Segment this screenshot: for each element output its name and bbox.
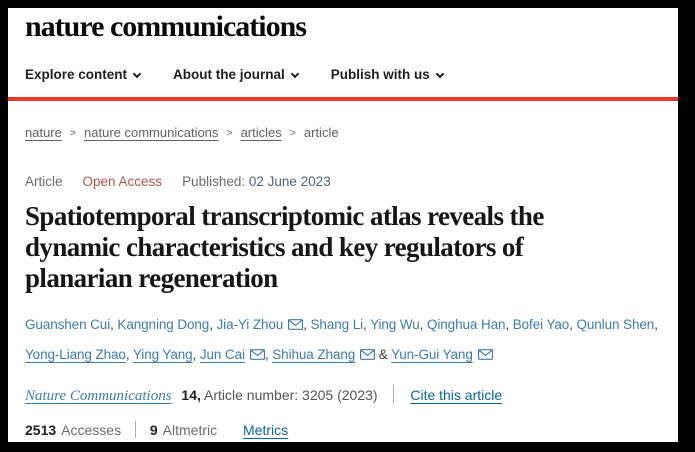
accent-divider <box>8 97 678 101</box>
divider-bar <box>393 385 395 404</box>
breadcrumb-item-nature[interactable]: nature <box>25 125 62 140</box>
open-access-label: Open Access <box>82 174 163 189</box>
breadcrumb-separator-icon: > <box>226 127 233 139</box>
author-link-kangning-dong[interactable]: Kangning Dong <box>117 317 210 332</box>
chevron-down-icon <box>132 69 142 79</box>
breadcrumb-item-article: article <box>303 125 339 140</box>
nav-item-label: Publish with us <box>330 67 430 82</box>
author-link-guanshen-cui[interactable]: Guanshen Cui <box>25 317 111 332</box>
author-separator: , <box>264 347 273 362</box>
nav-item-publish-with-us[interactable]: Publish with us <box>330 66 445 84</box>
author-line: Yong-Liang Zhao, Ying Yang, Jun Cai, Shi… <box>25 340 678 370</box>
breadcrumb-item-articles[interactable]: articles <box>240 125 282 140</box>
main-nav: Explore content About the journal Publish … <box>25 66 678 84</box>
published-label: Published: <box>182 174 246 189</box>
breadcrumb-separator-icon: > <box>69 127 77 139</box>
article-page: nature communications Explore content Abo… <box>8 8 678 442</box>
author-separator: , <box>110 317 118 332</box>
author-link-ying-wu[interactable]: Ying Wu <box>370 317 420 332</box>
altmetric-label: Altmetric <box>162 422 218 438</box>
author-link-yun-gui-yang[interactable]: Yun-Gui Yang <box>391 347 473 362</box>
envelope-icon[interactable] <box>477 349 493 360</box>
author-link-shihua-zhang[interactable]: Shihua Zhang <box>272 347 356 362</box>
article-number: Article number: 3205 (2023) <box>204 387 378 403</box>
author-link-ying-yang[interactable]: Ying Yang <box>132 347 193 362</box>
author-separator: & <box>375 347 392 362</box>
nav-item-explore-content[interactable]: Explore content <box>25 66 142 84</box>
author-link-bofei-yao[interactable]: Bofei Yao <box>512 317 570 332</box>
divider-bar <box>134 421 136 438</box>
metrics-line: 2513 Accesses 9 Altmetric Metrics <box>25 420 678 440</box>
citation-line: Nature Communications 14, Article number… <box>25 385 678 406</box>
altmetric-count: 9 <box>149 422 158 438</box>
journal-link[interactable]: Nature Communications <box>25 388 172 404</box>
author-separator: , <box>654 317 658 332</box>
author-link-jia-yi-zhou[interactable]: Jia-Yi Zhou <box>216 317 284 332</box>
cite-this-article-link[interactable]: Cite this article <box>410 387 503 403</box>
breadcrumb-separator-icon: > <box>289 127 296 139</box>
article-title-line: planarian regeneration <box>25 263 278 293</box>
author-link-shang-li[interactable]: Shang Li <box>310 317 364 332</box>
accesses-count: 2513 <box>25 422 57 438</box>
author-separator: , <box>192 347 200 362</box>
author-list: Guanshen Cui, Kangning Dong, Jia-Yi Zhou… <box>25 310 678 370</box>
author-separator: , <box>569 317 577 332</box>
author-separator: , <box>303 317 311 332</box>
chevron-down-icon <box>435 69 445 79</box>
author-separator: , <box>125 347 133 362</box>
site-header: nature communications Explore content Abo… <box>8 8 678 84</box>
author-link-jun-cai[interactable]: Jun Cai <box>199 347 245 362</box>
author-link-qinghua-han[interactable]: Qinghua Han <box>426 317 506 332</box>
author-line: Guanshen Cui, Kangning Dong, Jia-Yi Zhou… <box>25 310 678 340</box>
volume-number: 14, <box>181 387 201 403</box>
author-link-yong-liang-zhao[interactable]: Yong-Liang Zhao <box>25 347 126 362</box>
envelope-icon[interactable] <box>360 349 376 360</box>
article-title: Spatiotemporal transcriptomic atlas reve… <box>25 201 673 294</box>
metrics-link[interactable]: Metrics <box>243 422 289 438</box>
journal-logo[interactable]: nature communications <box>25 10 307 43</box>
author-separator: , <box>209 317 217 332</box>
nav-item-label: About the journal <box>173 67 285 82</box>
author-separator: , <box>419 317 427 332</box>
article-title-line: Spatiotemporal transcriptomic atlas reve… <box>25 201 544 231</box>
envelope-icon[interactable] <box>249 349 265 360</box>
author-separator: , <box>363 317 371 332</box>
nav-item-label: Explore content <box>25 67 128 82</box>
envelope-icon[interactable] <box>288 319 304 330</box>
article-title-line: dynamic characteristics and key regulato… <box>25 232 524 262</box>
chevron-down-icon <box>290 69 300 79</box>
breadcrumb-item-nature-communications[interactable]: nature communications <box>84 125 219 140</box>
nav-item-about-the-journal[interactable]: About the journal <box>173 66 300 84</box>
author-separator: , <box>505 317 513 332</box>
author-link-qunlun-shen[interactable]: Qunlun Shen <box>576 317 655 332</box>
published-date: 02 June 2023 <box>248 174 331 189</box>
breadcrumb: nature > nature communications > articles > ar… <box>25 125 678 141</box>
article-type-label: Article <box>25 174 63 189</box>
accesses-label: Accesses <box>61 422 122 438</box>
article-meta-line: Article Open Access Published: 02 June 202… <box>25 173 678 190</box>
